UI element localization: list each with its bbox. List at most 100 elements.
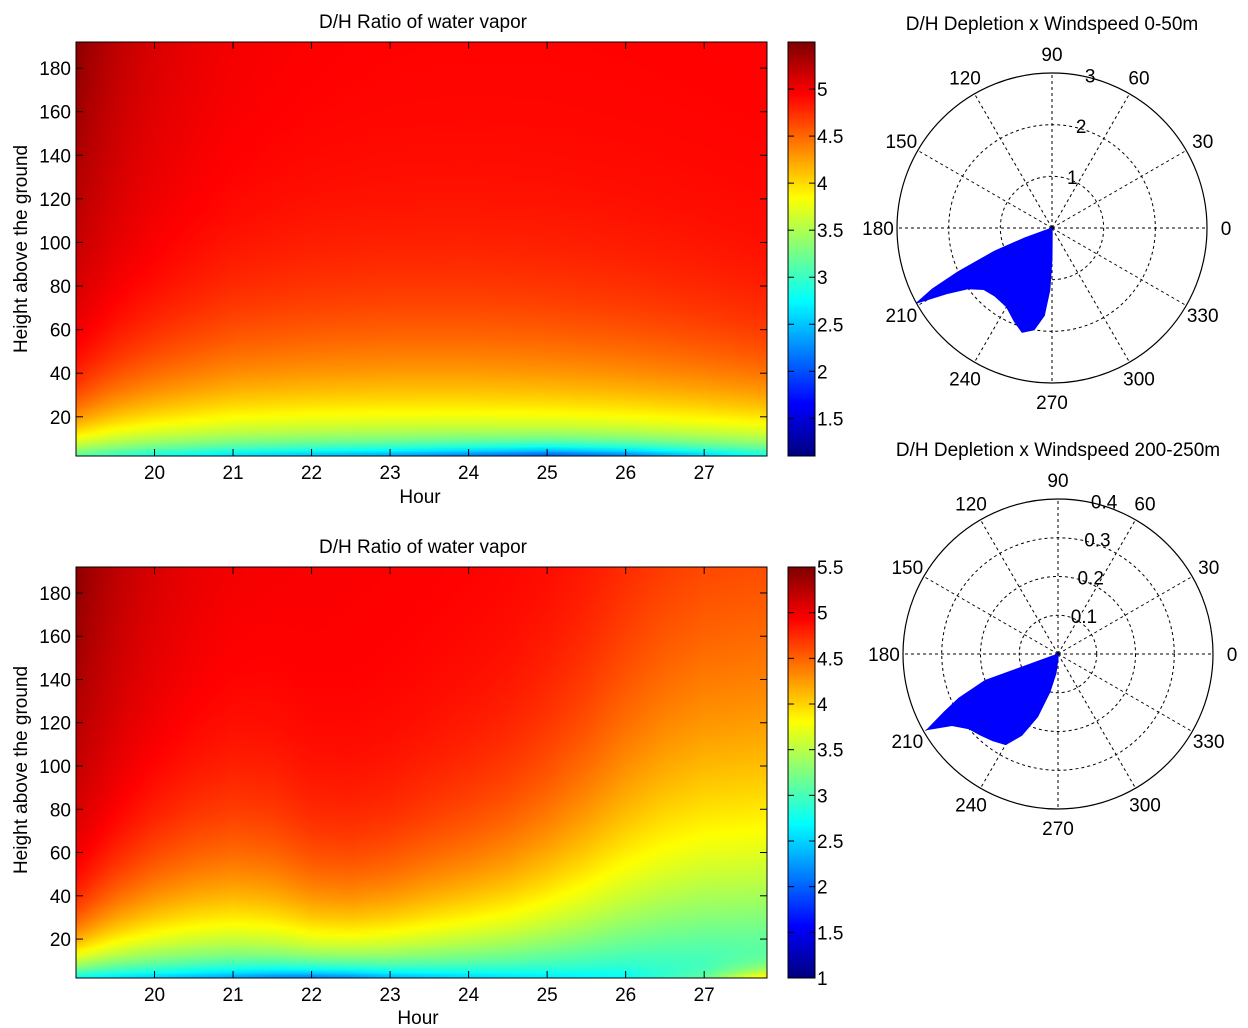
- polar-outer-ring: [896, 72, 1208, 384]
- polar-spoke: [1051, 227, 1187, 306]
- y-tick-label: 40: [50, 364, 71, 385]
- polar-radius-label: 0.2: [1078, 569, 1104, 590]
- colorbar-tick-label: 2: [817, 878, 828, 899]
- heatmap-top-x-label: Hour: [399, 487, 441, 508]
- polar-angle-label: 30: [1192, 132, 1213, 153]
- heatmap-top-x-ticks: 20 21 22 23 24 25 26 27: [144, 42, 715, 484]
- heatmap-bottom-frame: [75, 566, 768, 979]
- colorbar-tick-label: 3.5: [817, 741, 843, 762]
- polar-ring: [999, 175, 1105, 281]
- polar-data-area: [916, 227, 1053, 333]
- heatmap-top-frame: [75, 41, 768, 457]
- polar-angle-label: 60: [1128, 68, 1149, 89]
- y-tick-label: 180: [39, 59, 71, 80]
- y-tick-label: 120: [39, 190, 71, 211]
- polar-top-plot: 0 30 60 90 120 150 180 210 240 270 300 330 1 2 3: [862, 45, 1231, 414]
- colorbar-top-gradient: [788, 42, 815, 456]
- polar-spoke: [1051, 93, 1130, 229]
- polar-angle-label: 330: [1193, 732, 1225, 753]
- x-tick-label: 27: [694, 985, 715, 1006]
- heatmap-bottom-x-label: Hour: [397, 1008, 439, 1028]
- colorbar-tick-label: 5: [817, 604, 828, 625]
- colorbar-bottom-gradient: [788, 567, 815, 978]
- x-tick-label: 22: [301, 985, 322, 1006]
- polar-spoke: [974, 93, 1053, 229]
- heatmap-bottom: D/H Ratio of water vapor 20 21 22 23 24 25 26 2…: [11, 537, 843, 1028]
- polar-angle-label: 270: [1036, 393, 1068, 414]
- polar-spoke: [917, 150, 1053, 229]
- y-tick-label: 120: [39, 714, 71, 735]
- polar-top: D/H Depletion x Windspeed 0-50m 0 30 60 90 1…: [862, 14, 1231, 414]
- colorbar-tick-label: 5.5: [817, 558, 843, 579]
- heatmap-top-field: [76, 42, 767, 456]
- colorbar-bottom-frame: [787, 566, 816, 979]
- heatmap-bottom-field: [76, 567, 767, 978]
- polar-angle-label: 0: [1227, 645, 1238, 666]
- x-tick-label: 22: [301, 463, 322, 484]
- polar-radius-label: 0.4: [1091, 492, 1118, 513]
- heatmap-top-title: D/H Ratio of water vapor: [319, 12, 528, 33]
- polar-spoke: [1057, 576, 1193, 655]
- polar-angle-label: 240: [949, 370, 981, 391]
- x-tick-label: 21: [222, 985, 243, 1006]
- polar-angle-label: 270: [1042, 819, 1074, 840]
- x-tick-label: 26: [615, 985, 636, 1006]
- x-tick-label: 20: [144, 463, 165, 484]
- x-tick-label: 24: [458, 463, 480, 484]
- y-tick-label: 80: [50, 277, 71, 298]
- x-tick-label: 20: [144, 985, 165, 1006]
- polar-angle-label: 240: [955, 796, 987, 817]
- polar-radius-label: 0.3: [1084, 531, 1110, 552]
- polar-radius-label: 3: [1085, 66, 1096, 87]
- colorbar-tick-label: 3: [817, 268, 828, 289]
- x-tick-label: 21: [222, 463, 243, 484]
- colorbar-tick-label: 3.5: [817, 221, 843, 242]
- polar-angle-label: 30: [1198, 558, 1219, 579]
- colorbar-top-frame: [787, 41, 816, 457]
- polar-spoke: [923, 576, 1059, 655]
- y-tick-label: 60: [50, 844, 71, 865]
- polar-angle-label: 300: [1123, 370, 1155, 391]
- colorbar-tick-label: 2: [817, 362, 828, 383]
- colorbar-tick-label: 2.5: [817, 832, 843, 853]
- polar-angle-label: 210: [885, 306, 917, 327]
- colorbar-tick-label: 5: [817, 80, 828, 101]
- y-tick-label: 100: [39, 233, 71, 254]
- colorbar-tick-label: 2.5: [817, 315, 843, 336]
- polar-spoke: [1051, 227, 1130, 363]
- polar-angle-label: 0: [1221, 219, 1232, 240]
- polar-angle-label: 120: [949, 68, 981, 89]
- polar-radius-label: 0.1: [1071, 607, 1097, 628]
- polar-spoke: [1057, 653, 1193, 732]
- polar-angle-label: 90: [1041, 45, 1062, 66]
- polar-angle-label: 300: [1129, 796, 1161, 817]
- y-tick-label: 40: [50, 887, 71, 908]
- heatmap-bottom-y-label: Height above the ground: [11, 666, 32, 874]
- heatmap-bottom-x-ticks: 20 21 22 23 24 25 26 27: [144, 567, 715, 1006]
- polar-top-title: D/H Depletion x Windspeed 0-50m: [906, 14, 1199, 35]
- colorbar-tick-label: 4: [817, 695, 828, 716]
- polar-bottom: D/H Depletion x Windspeed 200-250m 0 30 60…: [868, 440, 1237, 840]
- y-tick-label: 60: [50, 321, 71, 342]
- colorbar-tick-label: 1: [817, 969, 828, 990]
- x-tick-label: 25: [537, 985, 558, 1006]
- colorbar-bottom-ticks: 1 1.5 2 2.5 3 3.5 4 4.5 5 5.5: [788, 558, 843, 990]
- y-tick-label: 140: [39, 146, 71, 167]
- y-tick-label: 160: [39, 103, 71, 124]
- colorbar-tick-label: 1.5: [817, 409, 843, 430]
- y-tick-label: 100: [39, 757, 71, 778]
- y-tick-label: 160: [39, 627, 71, 648]
- colorbar-tick-label: 1.5: [817, 923, 843, 944]
- x-tick-label: 25: [537, 463, 558, 484]
- heatmap-top-y-label: Height above the ground: [11, 145, 32, 353]
- polar-spoke: [980, 519, 1059, 655]
- y-tick-label: 180: [39, 584, 71, 605]
- polar-angle-label: 210: [891, 732, 923, 753]
- polar-angle-label: 150: [891, 558, 923, 579]
- polar-angle-label: 120: [955, 494, 987, 515]
- heatmap-bottom-y-ticks: 20 40 60 80 100 120 140 160 180: [39, 584, 767, 951]
- colorbar-tick-label: 3: [817, 786, 828, 807]
- colorbar-top-ticks: 1.5 2 2.5 3 3.5 4 4.5 5: [788, 80, 843, 430]
- polar-spoke: [1057, 653, 1136, 789]
